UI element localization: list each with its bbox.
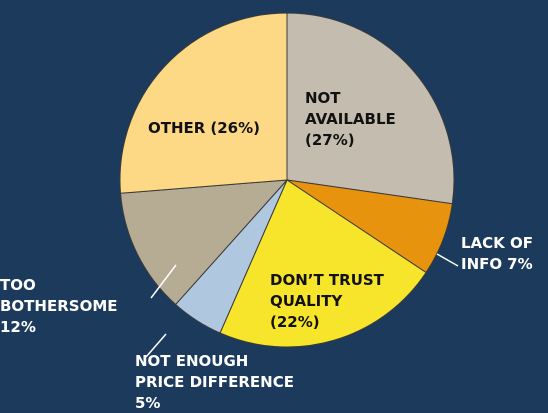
value-label: 7% — [507, 255, 532, 273]
slice-label: OTHER — [148, 119, 206, 137]
value-label: (22%) — [270, 313, 320, 331]
slice-label: NOT ENOUGH PRICE DIFFERENCE — [135, 352, 294, 391]
pie-slice — [119, 12, 288, 194]
value-label: 5% — [135, 394, 160, 412]
pie-slice — [286, 12, 455, 205]
pie-slice — [219, 179, 427, 348]
pie-slice — [119, 179, 289, 306]
slice-label: TOO BOTHERSOME — [0, 276, 118, 315]
value-label: (26%) — [210, 119, 260, 137]
value-label: (27%) — [305, 131, 355, 149]
leader-line — [145, 333, 167, 358]
slice-label: LACK OF INFO — [461, 234, 533, 273]
leader-line — [150, 264, 177, 299]
pie — [119, 12, 455, 348]
value-label: 12% — [0, 318, 36, 336]
leader-line — [436, 253, 459, 267]
slice-label: DON’T TRUST QUALITY — [270, 271, 385, 310]
slice-label: NOT AVAILABLE — [305, 89, 396, 128]
